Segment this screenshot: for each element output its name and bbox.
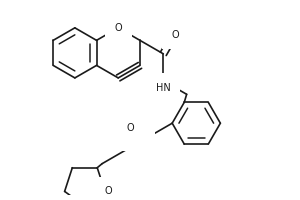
Text: HN: HN xyxy=(156,83,171,93)
Text: O: O xyxy=(114,23,122,33)
Text: O: O xyxy=(127,123,134,133)
Text: O: O xyxy=(172,30,179,40)
Text: HN: HN xyxy=(130,132,145,142)
Text: O: O xyxy=(104,186,112,196)
